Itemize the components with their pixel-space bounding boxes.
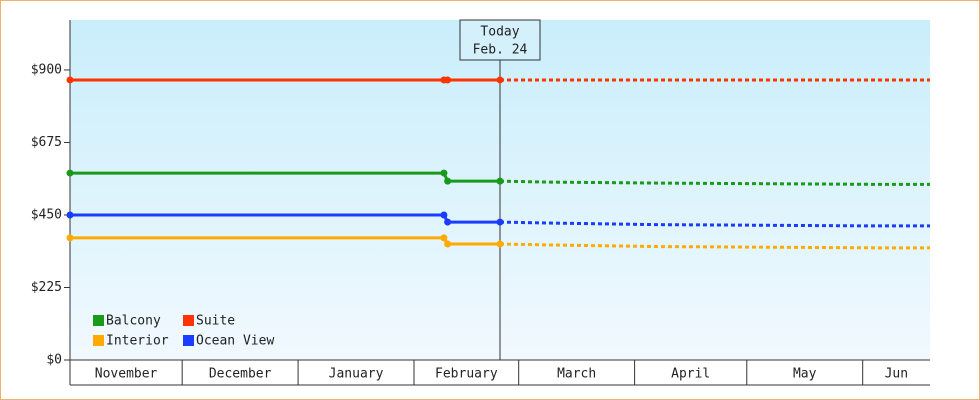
point — [66, 76, 74, 84]
series-forecast-line — [499, 220, 930, 228]
y-tick-label: $450 — [31, 207, 62, 222]
point — [496, 76, 504, 84]
legend-swatch — [183, 315, 194, 326]
legend-swatch — [93, 335, 104, 346]
legend-label: Interior — [106, 334, 169, 349]
legend-label: Suite — [196, 314, 235, 329]
point — [496, 177, 504, 185]
x-tick-label: January — [329, 367, 384, 382]
x-tick-label: Jun — [885, 367, 908, 382]
x-tick-label: February — [435, 367, 498, 382]
x-tick-label: March — [557, 367, 596, 382]
series-forecast-line — [499, 242, 930, 250]
x-tick-label: April — [671, 367, 710, 382]
point — [440, 234, 448, 242]
today-label: Today — [480, 25, 519, 40]
point — [66, 211, 74, 219]
series-forecast-line — [499, 179, 930, 186]
y-tick-label: $225 — [31, 280, 62, 295]
legend-label: Ocean View — [196, 334, 274, 349]
point — [444, 76, 452, 84]
today-box — [459, 19, 541, 61]
legend-swatch — [183, 335, 194, 346]
point — [444, 218, 452, 226]
series-line — [70, 171, 500, 183]
x-tick-label: May — [793, 367, 817, 382]
today-date: Feb. 24 — [473, 43, 528, 58]
point — [496, 218, 504, 226]
y-tick-label: $675 — [31, 135, 62, 150]
point — [444, 177, 452, 185]
legend-swatch — [93, 315, 104, 326]
point — [444, 240, 452, 248]
point — [496, 240, 504, 248]
series-line — [70, 236, 500, 246]
legend-label: Balcony — [106, 314, 161, 329]
x-tick-label: November — [95, 367, 158, 382]
point — [440, 211, 448, 219]
point — [66, 234, 74, 242]
y-tick-label: $900 — [31, 62, 62, 77]
y-tick-label: $0 — [46, 353, 62, 368]
x-tick-label: December — [209, 367, 272, 382]
point — [440, 169, 448, 177]
series-line — [70, 213, 500, 224]
point — [66, 169, 74, 177]
